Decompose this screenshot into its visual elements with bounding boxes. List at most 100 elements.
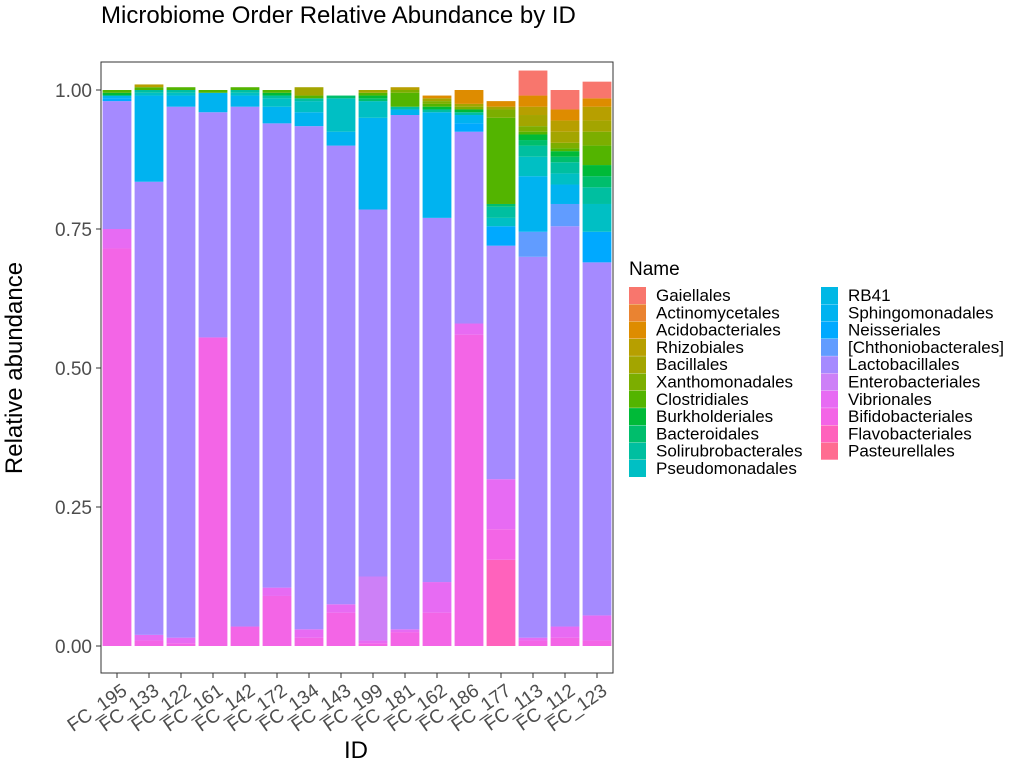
bar-segment (102, 98, 132, 102)
bar-segment (518, 176, 548, 232)
bar-segment (230, 90, 260, 93)
legend-label: Flavobacteriales (848, 424, 972, 443)
bar-segment (486, 101, 516, 107)
bar-segment (358, 640, 388, 644)
bar-segment (582, 262, 612, 616)
legend-label: Solirubrobacterales (656, 442, 802, 461)
bar-segment (518, 134, 548, 141)
bar-segment (134, 90, 164, 93)
bar-segment (422, 582, 452, 613)
bar-segment (358, 101, 388, 118)
bar-segment (486, 106, 516, 110)
bar-segment (486, 226, 516, 246)
bar-segment (486, 559, 516, 646)
bar-segment (582, 81, 612, 99)
bar-segment (166, 90, 196, 93)
bar-segment (230, 95, 260, 107)
bar-segment (454, 90, 484, 104)
legend-title: Name (629, 259, 680, 280)
legend-label: Pasteurellales (848, 442, 955, 461)
legend-swatch (821, 408, 838, 426)
bar-segment (582, 187, 612, 204)
bar-segment (198, 112, 228, 338)
bar-segment (166, 643, 196, 646)
bar-segment (198, 92, 228, 113)
legend-swatch (821, 321, 838, 339)
bar-segment (294, 98, 324, 102)
bar-segment (358, 95, 388, 99)
bar-segment (518, 95, 548, 107)
bar-segment (486, 109, 516, 118)
legend-swatch (821, 287, 838, 304)
bar-segment (390, 115, 420, 630)
bar-segment (390, 106, 420, 110)
bar-segment (582, 145, 612, 166)
bar-segment (550, 148, 580, 152)
bar-segment (102, 92, 132, 96)
bar-segment (518, 256, 548, 638)
bar-segment (486, 206, 516, 218)
bar-segment (358, 92, 388, 96)
bar-segment (454, 334, 484, 646)
bar-segment (518, 640, 548, 646)
bar-segment (422, 98, 452, 102)
legend-swatch (821, 425, 838, 443)
bar-segment (390, 629, 420, 633)
legend-swatch (629, 425, 646, 443)
bar-segment (358, 576, 388, 641)
legend-swatch (821, 356, 838, 374)
legend-label: Bifidobacteriales (848, 407, 973, 426)
bar-segment (582, 165, 612, 177)
bar-segment (262, 106, 292, 124)
bar-segment (134, 87, 164, 90)
bar-segment (390, 87, 420, 90)
legend-swatch (629, 373, 646, 391)
bar-segment (262, 95, 292, 99)
bar-segment (422, 106, 452, 110)
bar-segment (550, 626, 580, 638)
bar-segment (326, 98, 356, 132)
bar-segment (358, 90, 388, 93)
bar-segment (358, 117, 388, 210)
bar-segment (550, 142, 580, 149)
legend-label: Bacillales (656, 355, 728, 374)
bar-segment (422, 103, 452, 107)
bar-segment (198, 90, 228, 93)
y-axis-label: Relative abundance (1, 262, 28, 474)
bar-segment (262, 123, 292, 588)
bar-segment (422, 109, 452, 113)
bar-segment (550, 226, 580, 627)
legend-label: Enterobacteriales (848, 373, 980, 392)
bar-segment (550, 173, 580, 185)
bar-segment (518, 115, 548, 127)
bar-segment (326, 604, 356, 613)
bar-segment (518, 637, 548, 641)
x-axis: FC_195FC_133FC_122FC_161FC_142FC_172FC_1… (64, 673, 611, 736)
legend-swatch (821, 338, 838, 356)
bar-segment (518, 106, 548, 116)
bar-segment (454, 131, 484, 324)
bar-segment (294, 87, 324, 96)
legend-label: Burkholderiales (656, 407, 773, 426)
bar-segment (518, 156, 548, 177)
legend-label: Rhizobiales (656, 338, 744, 357)
bar-segment (294, 95, 324, 99)
bar-segment (518, 231, 548, 257)
bar-segment (230, 92, 260, 96)
legend-label: Vibrionales (848, 390, 932, 409)
bar-segment (358, 643, 388, 646)
legend-label: [Chthoniobacterales] (848, 338, 1004, 357)
bar-segment (262, 90, 292, 93)
bar-segment (582, 231, 612, 263)
bar-segment (262, 92, 292, 96)
bar-segment (134, 634, 164, 641)
bar-segment (582, 615, 612, 641)
legend-label: Bacteroidales (656, 424, 759, 443)
bar-segment (422, 217, 452, 583)
bar-segment (550, 109, 580, 121)
bar-segment (486, 245, 516, 480)
bar-segment (582, 106, 612, 121)
bar-segment (166, 106, 196, 638)
bar-segment (134, 95, 164, 182)
bar-segment (550, 131, 580, 143)
